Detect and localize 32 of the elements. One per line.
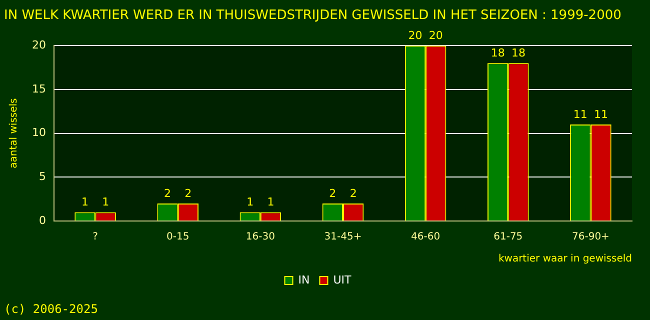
data-label: 1 <box>246 196 254 209</box>
data-label: 11 <box>594 108 608 121</box>
y-tick-label: 20 <box>32 38 46 52</box>
data-label: 2 <box>329 186 336 200</box>
data-label: 11 <box>573 108 588 121</box>
x-tick-label: 61-75 <box>494 232 523 243</box>
data-label: 1 <box>81 196 88 209</box>
data-label: 2 <box>164 186 172 200</box>
data-label: 2 <box>350 186 357 200</box>
data-label: 2 <box>184 186 192 200</box>
x-tick-label: ? <box>92 232 98 243</box>
data-label: 20 <box>428 28 443 42</box>
data-label: 1 <box>102 196 110 209</box>
legend-label: UIT <box>333 273 352 286</box>
data-label: 20 <box>408 28 422 42</box>
x-tick-label: 16-30 <box>246 232 275 243</box>
y-tick-label: 0 <box>38 214 46 227</box>
x-tick-label: 76-90+ <box>572 232 610 243</box>
data-label: 1 <box>267 196 274 209</box>
chart-title: IN WELK KWARTIER WERD ER IN THUISWEDSTRIJDEN GEWISSELD IN HET SEIZOEN : 1999-2000 <box>4 8 622 24</box>
data-label: 18 <box>511 46 526 60</box>
x-axis-title: kwartier waar in gewisseld <box>498 254 632 265</box>
y-tick-label: 15 <box>32 82 46 96</box>
text: (c) 2006-2025 <box>4 302 98 316</box>
x-tick-label: 31-45+ <box>324 232 362 243</box>
x-tick-label: 0-15 <box>166 232 190 243</box>
y-tick-label: 10 <box>32 126 46 140</box>
y-axis-title: aantal wissels <box>8 98 20 168</box>
data-label: 18 <box>490 46 505 60</box>
legend-label: IN <box>298 273 310 286</box>
x-tick-label: 46-60 <box>411 232 440 243</box>
y-tick-label: 5 <box>38 170 46 184</box>
